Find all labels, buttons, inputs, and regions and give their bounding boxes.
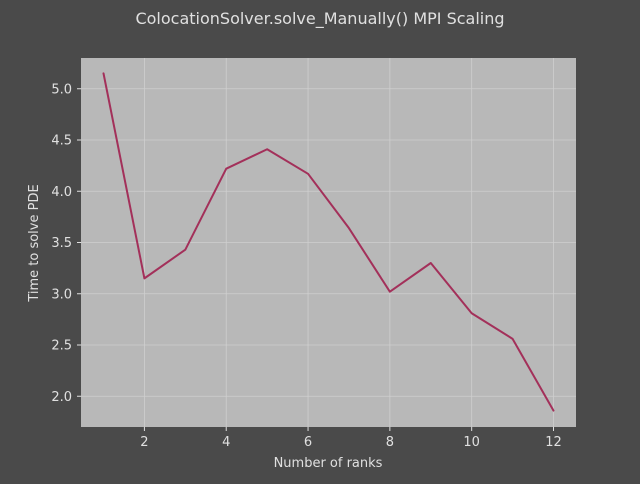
series-line — [102, 72, 555, 412]
y-tick-label: 2.5 — [51, 339, 72, 354]
x-tick-label: 2 — [140, 435, 148, 450]
x-tick-label: 10 — [463, 435, 480, 450]
x-tick-label: 12 — [545, 435, 562, 450]
x-tick-label: 6 — [304, 435, 312, 450]
grid-layer — [81, 58, 576, 427]
y-tick-label: 2.0 — [51, 390, 72, 405]
y-tick-label: 3.5 — [51, 236, 72, 251]
chart-title: ColocationSolver.solve_Manually() MPI Sc… — [135, 9, 504, 29]
y-axis-ticks: 2.0 2.5 3.0 3.5 4.0 4.5 5.0 — [51, 82, 81, 405]
x-axis-label: Number of ranks — [274, 456, 383, 471]
x-axis-ticks: 2 4 6 8 10 12 — [140, 427, 562, 450]
y-axis-label: Time to solve PDE — [27, 184, 42, 302]
y-tick-label: 4.5 — [51, 134, 72, 149]
x-tick-label: 4 — [222, 435, 230, 450]
y-tick-label: 4.0 — [51, 185, 72, 200]
x-tick-label: 8 — [386, 435, 394, 450]
series-layer — [102, 72, 555, 412]
y-tick-label: 5.0 — [51, 82, 72, 97]
y-tick-label: 3.0 — [51, 287, 72, 302]
